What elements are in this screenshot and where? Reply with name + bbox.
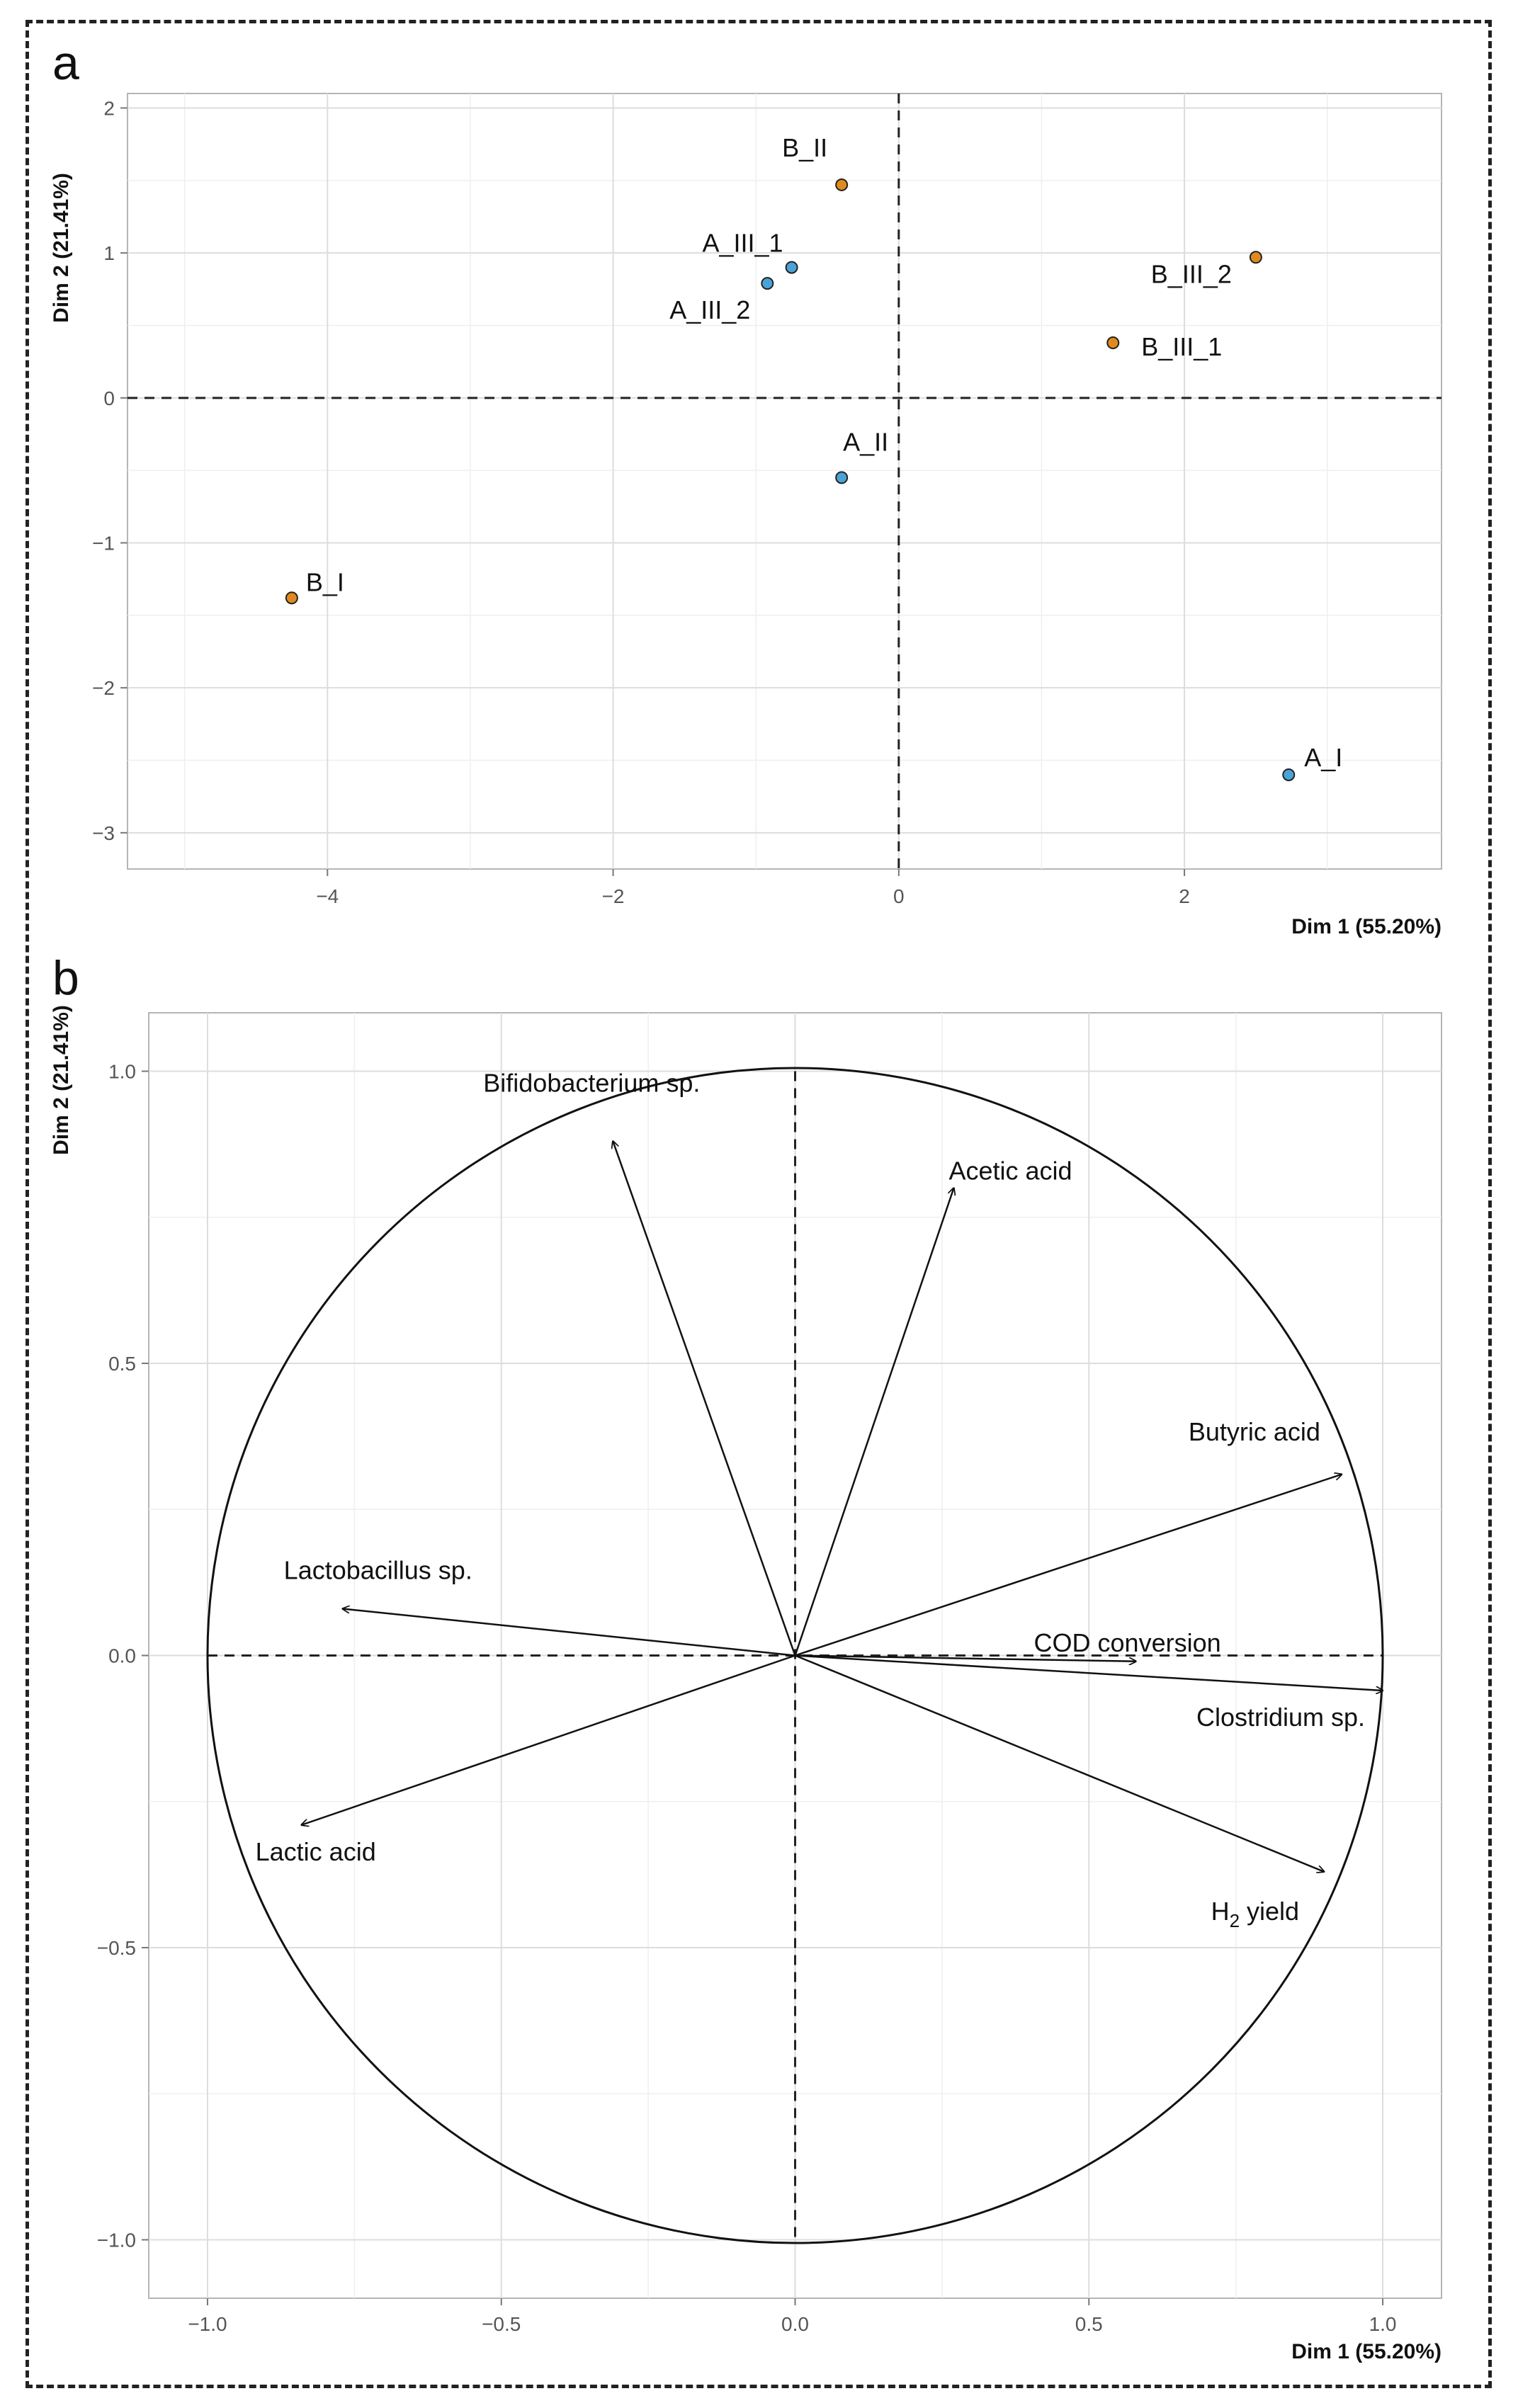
point-label: B_II: [782, 133, 827, 162]
point-label: A_II: [843, 427, 888, 456]
vector-label-butyric-acid: Butyric acid: [1189, 1417, 1320, 1446]
vector-label-cod-conversion: COD conversion: [1034, 1628, 1221, 1657]
point-a-ii: [835, 471, 849, 484]
vector-arrow-cod-conversion: [795, 1654, 1136, 1662]
panel-a-plot-area: [127, 93, 1442, 870]
x-tick-label: 1.0: [1369, 2313, 1397, 2335]
point-a-i: [1282, 768, 1296, 781]
figure-frame: [26, 20, 1492, 2388]
x-tick-label: 0.0: [781, 2313, 809, 2335]
x-tick-label: −1.0: [188, 2313, 227, 2335]
vector-label-h2-yield: H2 yield: [1211, 1897, 1300, 1931]
panel-b-unit-circle: [206, 1067, 1384, 2244]
x-tick-label: −2: [602, 885, 625, 907]
vector-arrow-clostridium-sp: [795, 1654, 1383, 1691]
x-tick-label: −4: [316, 885, 339, 907]
y-tick-label: 1.0: [108, 1061, 136, 1083]
point-b-iii-1: [1106, 336, 1120, 350]
point-b-iii-2: [1249, 251, 1262, 264]
vector-label-bifidobacterium-sp: Bifidobacterium sp.: [483, 1069, 700, 1098]
panel-a-points: B_II A_III_1 A_III_2 B_III_2 B_III_1 A_II B_I A…: [285, 133, 1342, 781]
point-b-i: [285, 591, 298, 605]
panel-b-vectors: Bifidobacterium sp. Acetic acid Butyric ac…: [256, 1069, 1383, 1931]
x-tick-label: 2: [1179, 885, 1190, 907]
panel-a-ticks: −4 −2 0 2 −3 −2 −1 0 1 2: [92, 97, 1190, 907]
point-label: A_III_1: [702, 229, 783, 258]
y-tick-label: 0.0: [108, 1645, 136, 1667]
panel-a-scatter: −4 −2 0 2 −3 −2 −1 0 1 2 B_II A_III_1 A_III_2 B_III_…: [50, 93, 1442, 938]
panel-b-ticks: −1.0 −0.5 0.0 0.5 1.0 −1.0 −0.5 0.0 0.5 1.0: [97, 1061, 1397, 2336]
y-tick-label: 1: [103, 242, 115, 264]
point-b-ii: [835, 178, 849, 191]
point-label: B_I: [306, 567, 344, 596]
panel-a-grid: [128, 93, 1441, 869]
y-tick-label: 2: [103, 97, 115, 119]
point-a-iii-1: [785, 261, 798, 274]
vector-arrow-h2-yield: [795, 1654, 1325, 1872]
y-tick-label: 0: [103, 387, 115, 409]
x-tick-label: −0.5: [482, 2313, 521, 2335]
panel-b-x-axis-title: Dim 1 (55.20%): [1291, 2340, 1441, 2363]
y-tick-label: −2: [92, 677, 115, 699]
point-label: B_III_1: [1141, 332, 1222, 361]
y-tick-label: −0.5: [97, 1937, 136, 1959]
panel-a-reference-lines: [128, 93, 1441, 869]
vector-arrow-bifidobacterium-sp: [613, 1142, 796, 1656]
vector-label-lactobacillus-sp: Lactobacillus sp.: [284, 1556, 472, 1585]
vector-arrow-lactobacillus-sp: [343, 1609, 795, 1657]
vector-label-clostridium-sp: Clostridium sp.: [1196, 1703, 1365, 1732]
y-tick-label: −1.0: [97, 2230, 136, 2251]
y-tick-label: −1: [92, 532, 115, 554]
vector-label-acetic-acid: Acetic acid: [948, 1157, 1072, 1186]
vector-arrow-lactic-acid: [302, 1654, 795, 1825]
panel-b-correlation-circle: −1.0 −0.5 0.0 0.5 1.0 −1.0 −0.5 0.0 0.5 1.0 Bifid…: [50, 1005, 1442, 2363]
vector-arrow-acetic-acid: [794, 1188, 954, 1656]
point-a-iii-2: [761, 277, 774, 290]
panel-a-x-axis-title: Dim 1 (55.20%): [1291, 915, 1441, 938]
panel-label-a: a: [52, 36, 79, 90]
y-tick-label: −3: [92, 822, 115, 844]
vector-label-lactic-acid: Lactic acid: [256, 1837, 376, 1866]
panel-a-y-axis-title: Dim 2 (21.41%): [50, 173, 73, 323]
panel-label-b: b: [52, 951, 79, 1005]
y-tick-label: 0.5: [108, 1353, 136, 1375]
point-label: B_III_2: [1151, 259, 1232, 288]
panel-b-y-axis-title: Dim 2 (21.41%): [50, 1005, 73, 1155]
point-label: A_III_2: [669, 295, 750, 324]
point-label: A_I: [1304, 743, 1342, 772]
x-tick-label: 0: [893, 885, 905, 907]
unit-circle: [206, 1067, 1384, 2244]
vector-arrow-butyric-acid: [795, 1475, 1342, 1657]
x-tick-label: 0.5: [1075, 2313, 1103, 2335]
